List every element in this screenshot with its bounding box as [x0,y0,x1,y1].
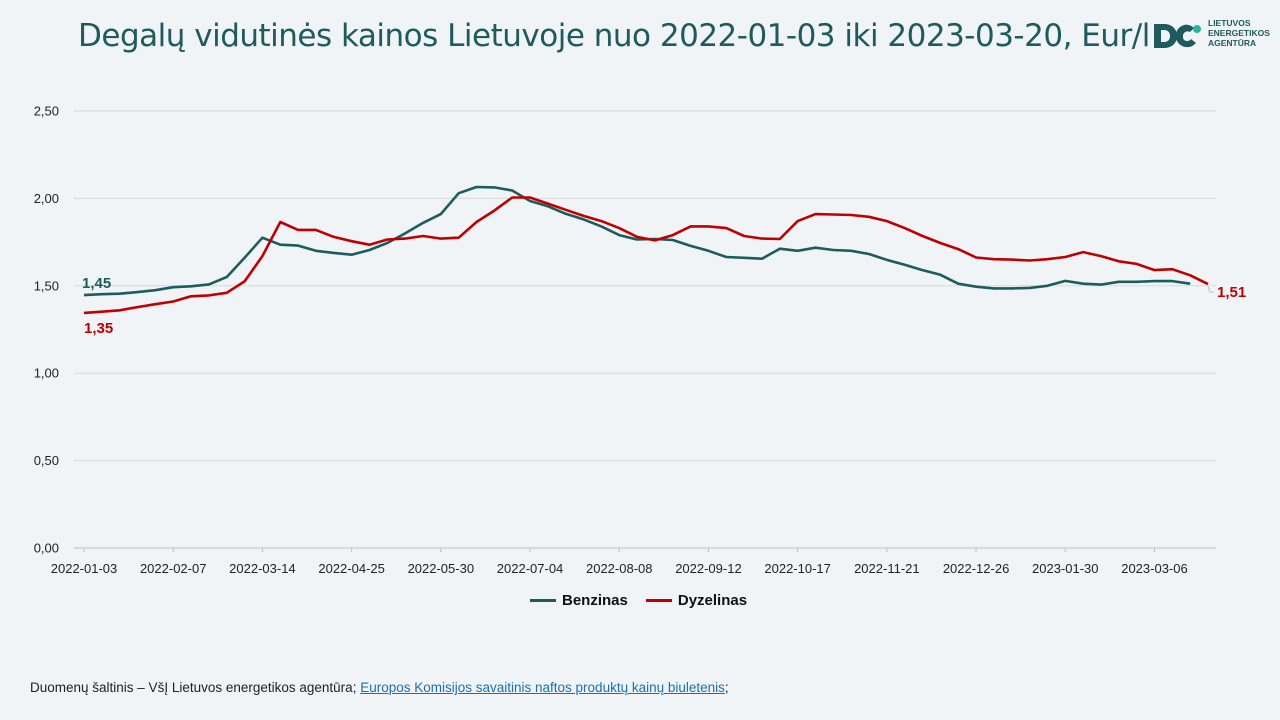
series-line-benzinas [83,185,1191,297]
x-tick-label: 2022-02-07 [140,561,207,576]
x-tick-label: 2022-01-03 [51,561,118,576]
x-tick-label: 2022-04-25 [318,561,385,576]
legend-item-benzinas: Benzinas [530,592,628,609]
source-note: Duomenų šaltinis – VšĮ Lietuvos energeti… [30,680,729,695]
y-tick-label: 1,00 [34,366,59,381]
data-label-dyzelinas-start: 1,35 [84,320,113,337]
y-tick-label: 0,50 [34,453,59,468]
x-axis: 2022-01-03 2022-02-07 2022-03-14 2022-04-25… [51,548,1188,576]
data-labels: 1,45 1,35 1,51 [82,275,1246,337]
y-tick-label: 0,00 [34,541,59,556]
series [83,185,1209,315]
x-tick-label: 2022-11-21 [854,561,920,576]
lea-logo-icon [1154,24,1201,48]
data-label-benzinas-start: 1,45 [82,275,111,292]
x-tick-label: 2022-05-30 [408,561,475,576]
source-link[interactable]: Europos Komisijos savaitinis naftos prod… [360,680,725,695]
x-tick-label: 2023-01-30 [1032,561,1099,576]
x-tick-label: 2023-03-06 [1121,561,1188,576]
legend-swatch-dyzelinas [645,599,672,602]
x-tick-label: 2022-08-08 [586,561,653,576]
legend-label-dyzelinas: Dyzelinas [677,592,748,609]
x-tick-label: 2022-10-17 [764,561,831,576]
data-label-dyzelinas-end: 1,51 [1217,284,1246,301]
y-tick-label: 2,00 [34,191,59,206]
legend-swatch-benzinas [530,599,556,602]
x-tick-label: 2022-03-14 [229,561,296,576]
legend-item-dyzelinas: Dyzelinas [645,592,748,609]
logo-line: ENERGETIKOS [1208,28,1270,38]
series-line-dyzelinas [83,196,1209,315]
gridlines [74,110,1216,549]
legend-label-benzinas: Benzinas [562,592,628,609]
logo-line: AGENTŪRA [1208,38,1257,48]
chart-title: Degalų vidutinės kainos Lietuvoje nuo 20… [78,18,1150,54]
source-prefix: Duomenų šaltinis – VšĮ Lietuvos energeti… [30,680,361,695]
y-tick-label: 1,50 [34,278,59,293]
data-label-leader [1207,285,1214,293]
source-suffix: ; [724,680,729,695]
y-tick-label: 2,50 [34,104,59,119]
logo: LIETUVOS ENERGETIKOS AGENTŪRA [1150,18,1270,54]
y-axis: 0,00 0,50 1,00 1,50 2,00 2,50 [34,104,59,556]
logo-line: LIETUVOS [1208,18,1251,28]
x-tick-label: 2022-07-04 [497,561,564,576]
logo-text: LIETUVOS ENERGETIKOS AGENTŪRA [1208,18,1270,48]
x-tick-label: 2022-12-26 [943,561,1010,576]
legend: Benzinas Dyzelinas [530,592,747,609]
x-tick-label: 2022-09-12 [675,561,742,576]
